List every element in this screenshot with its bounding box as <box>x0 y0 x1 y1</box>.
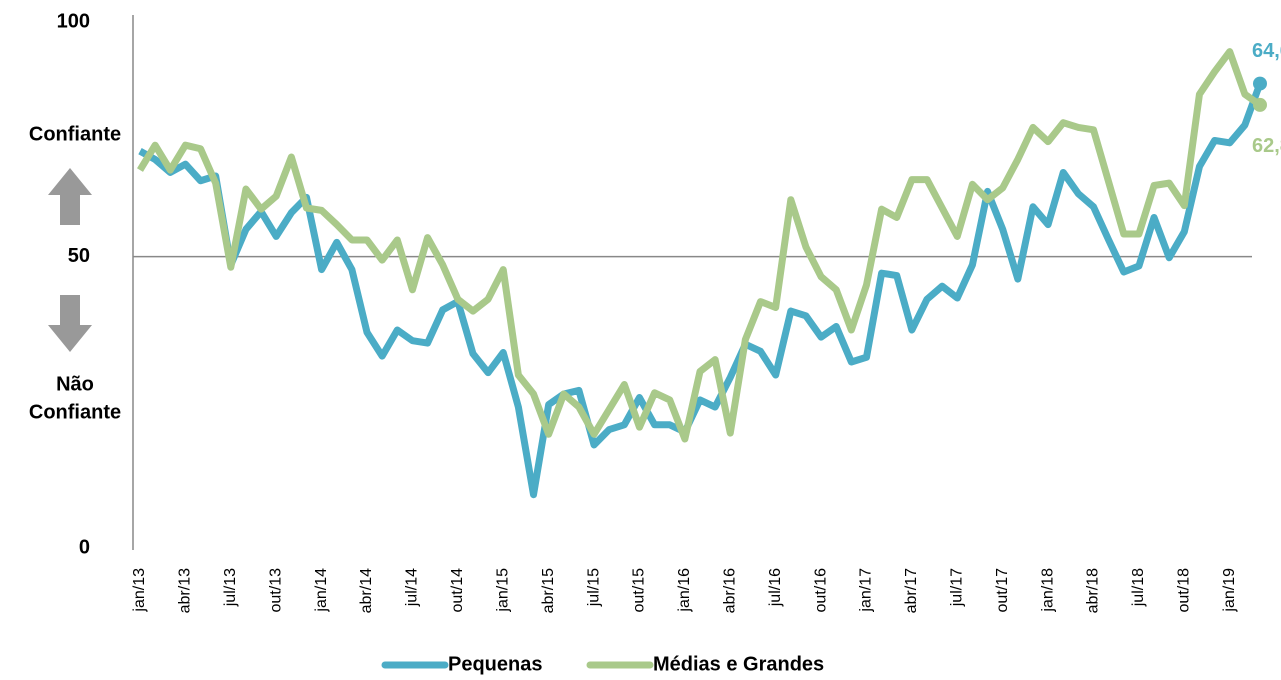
x-tick-label: jan/19 <box>1221 568 1238 613</box>
series-line <box>138 82 1264 499</box>
x-tick-label: abr/15 <box>540 568 557 613</box>
x-tick-label: out/15 <box>631 568 648 613</box>
up-arrow <box>48 168 92 225</box>
x-tick-label: jan/15 <box>494 568 511 613</box>
data-label: 64,6 <box>1252 40 1281 62</box>
x-tick-label: jan/13 <box>131 568 148 613</box>
x-tick-label: abr/14 <box>358 568 375 613</box>
x-tick-label: out/13 <box>267 568 284 613</box>
x-tick-label: jul/13 <box>222 568 239 607</box>
x-tick-label: jan/16 <box>676 568 693 613</box>
x-tick-label: out/16 <box>812 568 829 613</box>
end-marker <box>1252 76 1267 91</box>
data-label: 62,8 <box>1252 135 1281 157</box>
y-tick-label: 100 <box>57 10 90 32</box>
legend-label: Médias e Grandes <box>653 653 824 675</box>
down-arrow <box>48 295 92 352</box>
y-tick-label: 0 <box>79 536 90 558</box>
x-tick-label: out/17 <box>994 568 1011 613</box>
x-tick-label: out/18 <box>1176 568 1193 613</box>
x-tick-label: jul/17 <box>949 568 966 607</box>
x-tick-label: jan/14 <box>313 568 330 613</box>
x-tick-label: abr/13 <box>177 568 194 613</box>
not-confident-label: Confiante <box>29 401 121 423</box>
x-tick-label: jul/14 <box>404 568 421 607</box>
x-tick-label: jan/17 <box>858 568 875 613</box>
x-tick-label: jan/18 <box>1039 568 1056 613</box>
not-confident-label: Não <box>56 373 94 395</box>
confident-label: Confiante <box>29 123 121 145</box>
legend-label: Pequenas <box>448 653 542 675</box>
x-tick-label: jul/18 <box>1130 568 1147 607</box>
series-line <box>137 48 1263 443</box>
x-tick-label: out/14 <box>449 568 466 613</box>
x-tick-label: jul/16 <box>767 568 784 607</box>
x-tick-label: jul/15 <box>585 568 602 607</box>
x-tick-label: abr/16 <box>721 568 738 613</box>
x-tick-label: abr/18 <box>1085 568 1102 613</box>
x-tick-label: abr/17 <box>903 568 920 613</box>
y-tick-label: 50 <box>68 245 90 267</box>
end-marker <box>1252 97 1267 112</box>
